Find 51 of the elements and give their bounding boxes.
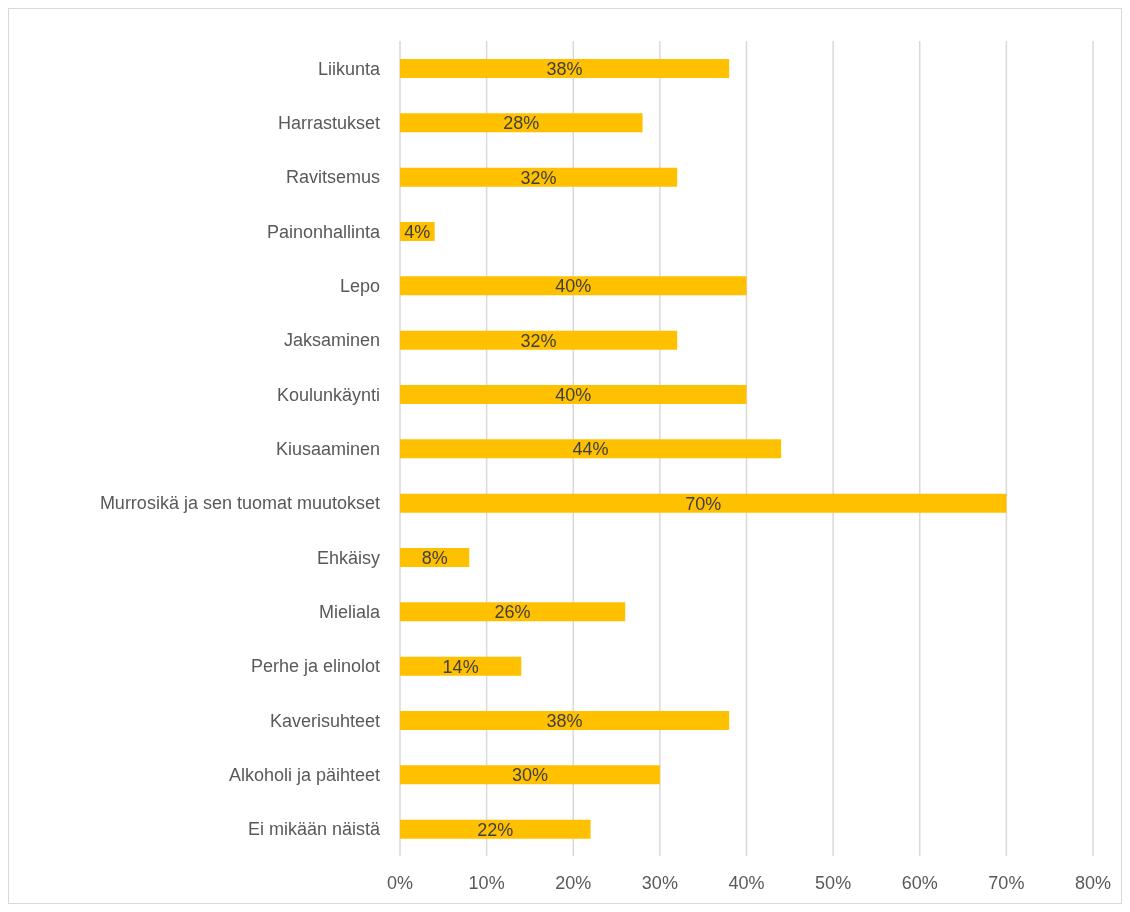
- data-label: 40%: [555, 276, 592, 297]
- y-tick-label: Liikunta: [317, 58, 381, 79]
- y-tick-label: Alkoholi ja päihteet: [228, 764, 380, 785]
- data-label: 26%: [494, 602, 531, 623]
- bar: [400, 493, 1007, 513]
- bar: [400, 711, 730, 730]
- y-tick-label: Ehkäisy: [316, 547, 380, 568]
- y-tick-label: Murrosikä ja sen tuomat muutokset: [99, 493, 380, 514]
- x-tick-label: 70%: [988, 872, 1025, 893]
- x-tick-label: 60%: [901, 872, 938, 893]
- data-label: 38%: [546, 710, 583, 731]
- bar: [400, 330, 678, 350]
- data-label: 22%: [477, 819, 514, 840]
- data-label: 40%: [555, 384, 592, 405]
- bar: [400, 385, 747, 404]
- bar: [400, 765, 660, 785]
- y-tick-label: Jaksaminen: [283, 330, 380, 351]
- bar: [400, 276, 747, 296]
- y-tick-label: Koulunkäynti: [276, 384, 380, 405]
- data-label: 30%: [511, 765, 548, 786]
- x-tick-label: 30%: [641, 872, 678, 893]
- x-tick-label: 40%: [728, 872, 765, 893]
- y-tick-label: Perhe ja elinolot: [250, 656, 380, 677]
- x-tick-label: 10%: [468, 872, 505, 893]
- data-label: 4%: [404, 221, 431, 242]
- data-label: 32%: [520, 167, 557, 188]
- data-label: 70%: [685, 493, 722, 514]
- y-tick-label: Painonhallinta: [266, 221, 381, 242]
- data-label: 38%: [546, 58, 583, 79]
- data-label: 44%: [572, 439, 609, 460]
- x-tick-label: 20%: [555, 872, 592, 893]
- y-tick-label: Ravitsemus: [285, 167, 380, 188]
- bar: [400, 602, 626, 622]
- data-label: 8%: [421, 547, 448, 568]
- bar: [400, 167, 678, 187]
- bar: [400, 113, 643, 133]
- bar: [400, 439, 782, 459]
- y-tick-label: Mieliala: [318, 601, 381, 622]
- y-tick-label: Harrastukset: [277, 112, 380, 133]
- x-tick-label: 50%: [815, 872, 852, 893]
- data-label: 14%: [442, 656, 479, 677]
- y-tick-label: Lepo: [339, 275, 380, 296]
- x-tick-label: 0%: [386, 872, 414, 893]
- bar: [400, 59, 730, 78]
- y-tick-label: Kiusaaminen: [275, 438, 380, 459]
- bar: [400, 819, 591, 839]
- y-tick-label: Ei mikään näistä: [247, 819, 381, 840]
- y-tick-label: Kaverisuhteet: [269, 710, 380, 731]
- data-label: 28%: [503, 113, 540, 134]
- x-tick-label: 80%: [1074, 872, 1112, 893]
- data-label: 32%: [520, 330, 557, 351]
